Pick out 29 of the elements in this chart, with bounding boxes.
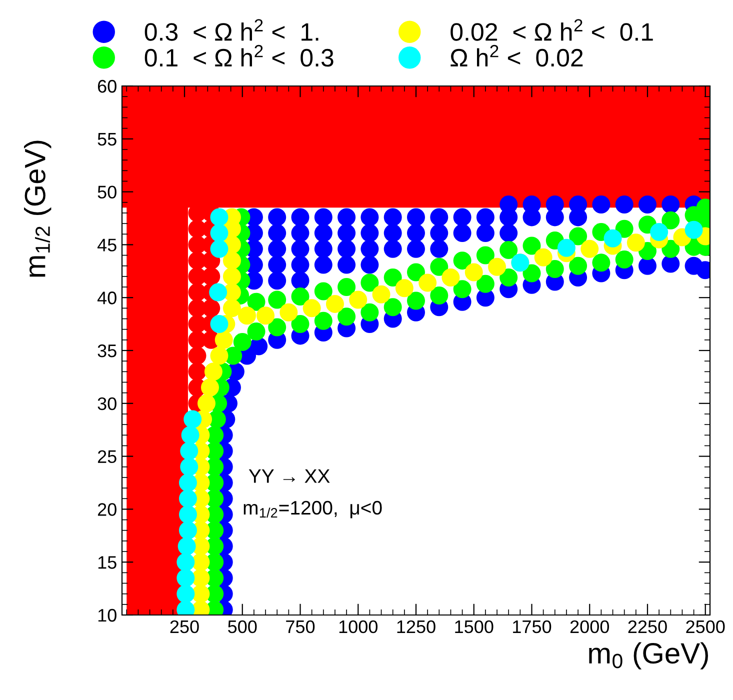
legend-label: Ω h$^{2}$ < 0.02 [450,44,583,67]
x-axis-title: m$_{0}$ (GeV) [589,642,708,670]
x-tick-label: 750 [286,620,315,634]
x-tick-label: 2500 [686,620,725,634]
y-tick-label: 25 [98,450,116,464]
y-axis-title: m$_{1/2}$ (GeV) [24,140,52,277]
x-tick-label: 500 [228,620,257,634]
x-tick-label: 1250 [397,620,436,634]
y-tick-label: 15 [98,556,116,569]
y-tick-label: 60 [98,80,116,93]
y-tick-label: 40 [97,292,116,304]
y-tick-label: 35 [98,344,116,358]
annotation: YY → XX [248,469,330,483]
annotation: m$_{1/2}$=1200, μ<0 [244,500,382,518]
x-tick-label: 1000 [339,620,378,634]
y-tick-label: 10 [98,608,116,622]
y-tick-label: 20 [98,503,116,516]
y-tick-label: 55 [98,133,116,146]
y-tick-label: 50 [98,186,116,199]
x-tick-label: 250 [170,620,199,634]
x-tick-label: 2250 [628,620,667,634]
y-tick-label: 45 [97,238,116,252]
x-tick-label: 1500 [455,620,494,634]
legend-label: 0.1 < Ω h$^{2}$ < 0.3 [144,44,334,67]
legend-label: 0.02 < Ω h$^{2}$ < 0.1 [450,19,653,41]
x-tick-label: 1750 [513,620,552,634]
x-tick-label: 2000 [570,620,609,634]
legend-label: 0.3 < Ω h$^{2}$ < 1. [144,19,318,41]
y-tick-label: 30 [98,397,116,410]
